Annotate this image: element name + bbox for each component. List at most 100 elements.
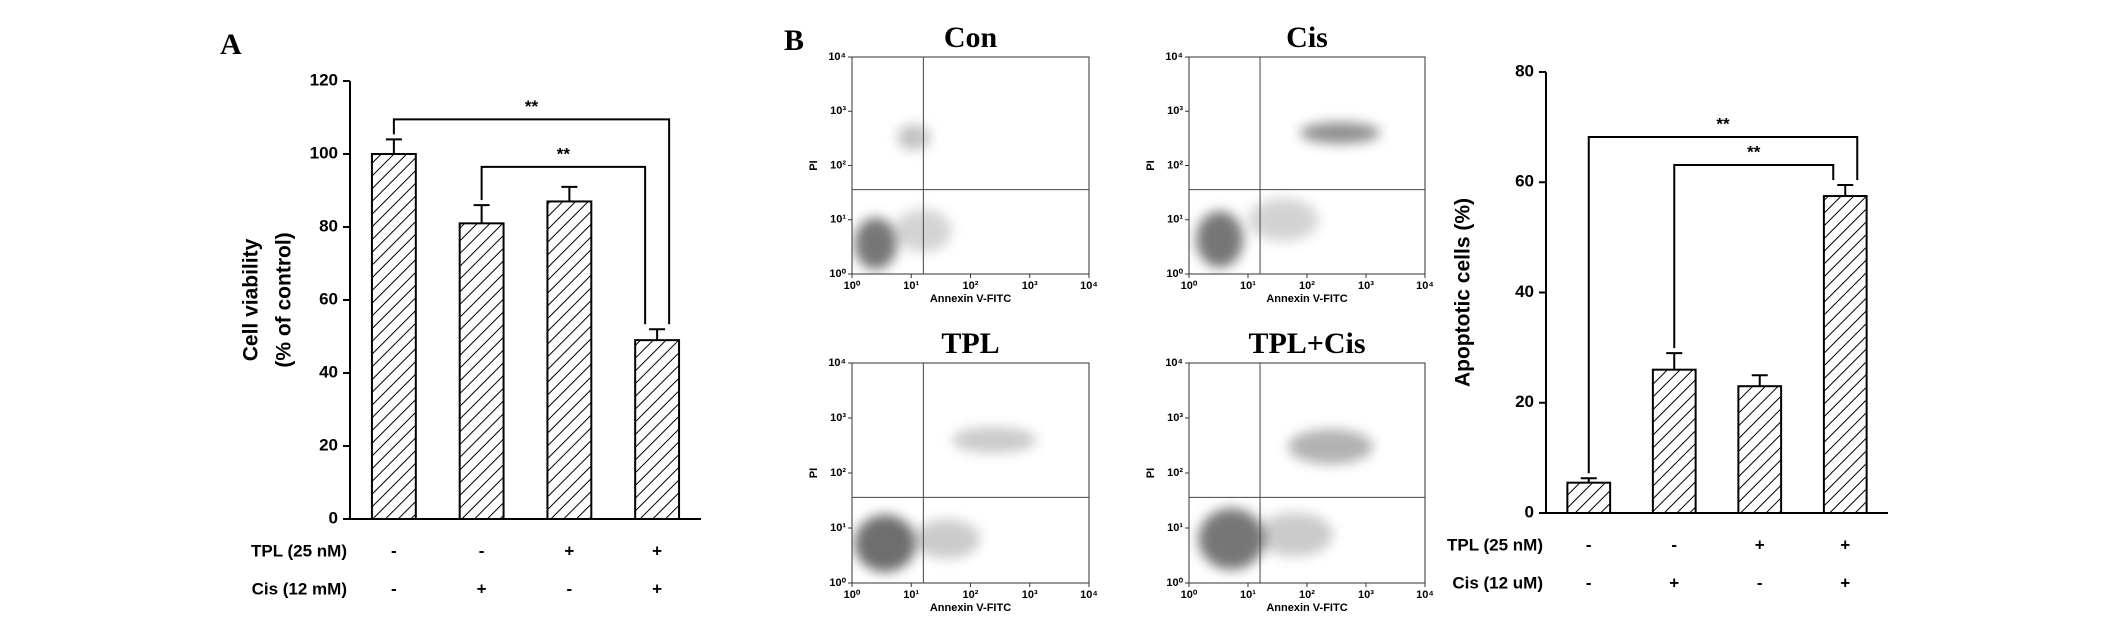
y-tick-label: 10¹ — [1167, 214, 1183, 226]
y-tick-label: 60 — [1515, 172, 1534, 191]
event-clouds — [854, 426, 1037, 573]
error-bar — [1666, 352, 1683, 370]
row-sign: - — [1586, 535, 1592, 554]
row-sign: - — [1757, 573, 1763, 592]
y-axis-label: PI — [808, 160, 820, 170]
y-tick-label: 10⁴ — [828, 51, 846, 63]
panel-title: TPL — [941, 327, 999, 360]
y-tick-label: 10³ — [1167, 105, 1183, 117]
row-label: Cis (12 mM) — [252, 579, 347, 598]
significance-label: ** — [1747, 142, 1761, 161]
x-tick-label: 10² — [963, 589, 979, 601]
panel-label: A — [220, 28, 242, 61]
bar — [1566, 481, 1612, 514]
x-tick-label: 10⁴ — [1416, 589, 1434, 601]
row-sign: + — [564, 541, 574, 560]
y-tick-label: 10² — [1167, 467, 1183, 479]
y-tick-label: 10² — [1167, 159, 1183, 171]
row-label: Cis (12 uM) — [1452, 573, 1543, 592]
x-tick-label: 10⁴ — [1080, 280, 1098, 292]
event-cloud — [1198, 508, 1265, 570]
y-tick-label: 10⁴ — [1165, 357, 1183, 369]
error-bar — [473, 204, 490, 224]
error-bar — [561, 185, 578, 202]
error-bar — [649, 328, 666, 341]
x-tick-label: 10¹ — [1240, 589, 1256, 601]
y-axis-label: Cell viability — [240, 238, 263, 361]
y-tick-label: 10⁰ — [829, 577, 846, 589]
row-sign: - — [567, 579, 573, 598]
significance-label: ** — [1716, 114, 1730, 133]
significance-label: ** — [557, 144, 571, 163]
error-bar — [1580, 477, 1597, 483]
row-label: TPL (25 nM) — [1447, 535, 1543, 554]
panel-title: Cis — [1286, 21, 1328, 54]
significance-label: ** — [525, 97, 539, 116]
bar — [634, 339, 681, 520]
x-tick-label: 10¹ — [1240, 280, 1256, 292]
y-tick-label: 80 — [319, 216, 338, 235]
row-sign: + — [477, 579, 487, 598]
x-axis-label: Annexin V-FITC — [1266, 293, 1347, 305]
y-tick-label: 80 — [1515, 61, 1534, 80]
y-tick-label: 0 — [1525, 502, 1534, 521]
bar — [1822, 195, 1868, 514]
x-tick-label: 10¹ — [903, 280, 919, 292]
x-tick-label: 10³ — [1358, 280, 1374, 292]
y-tick-label: 10¹ — [830, 214, 846, 226]
error-bar — [1837, 184, 1854, 197]
y-tick-label: 10⁰ — [829, 268, 846, 280]
bar — [370, 153, 417, 520]
event-clouds — [1196, 122, 1381, 268]
row-sign: - — [1671, 535, 1677, 554]
y-axis-label: Apoptotic cells (%) — [1452, 198, 1475, 387]
x-tick-label: 10⁰ — [1181, 280, 1198, 292]
bar — [546, 200, 593, 520]
row-sign: + — [652, 541, 662, 560]
y-tick-label: 10⁰ — [1166, 268, 1183, 280]
event-cloud — [1288, 429, 1374, 465]
bar — [1651, 368, 1697, 514]
x-tick-label: 10¹ — [903, 589, 919, 601]
y-tick-label: 10¹ — [1167, 522, 1183, 534]
y-axis-label: PI — [1145, 160, 1157, 170]
x-tick-label: 10⁴ — [1080, 589, 1098, 601]
event-clouds — [1198, 429, 1374, 570]
y-tick-label: 60 — [319, 289, 338, 308]
y-tick-label: 10³ — [830, 412, 846, 424]
row-sign: + — [1755, 535, 1765, 554]
x-tick-label: 10³ — [1022, 280, 1038, 292]
row-sign: + — [1840, 535, 1850, 554]
row-sign: - — [391, 541, 397, 560]
panel-label: B — [784, 24, 804, 57]
panel-title: TPL+Cis — [1248, 327, 1365, 360]
row-sign: + — [1840, 573, 1850, 592]
panel-title: Con — [944, 21, 998, 54]
y-tick-label: 120 — [310, 70, 338, 89]
y-axis-label: (% of control) — [273, 232, 296, 367]
y-tick-label: 100 — [310, 143, 338, 162]
y-tick-label: 10¹ — [830, 522, 846, 534]
row-sign: - — [1586, 573, 1592, 592]
error-bar — [1751, 374, 1768, 387]
x-tick-label: 10³ — [1358, 589, 1374, 601]
event-cloud — [1299, 122, 1381, 144]
y-tick-label: 0 — [329, 508, 338, 527]
event-cloud — [897, 124, 931, 151]
y-tick-label: 40 — [319, 362, 338, 381]
event-cloud — [1257, 512, 1333, 557]
event-cloud — [854, 217, 898, 270]
event-cloud — [913, 519, 980, 559]
significance-bracket — [480, 165, 647, 325]
row-sign: + — [652, 579, 662, 598]
y-tick-label: 20 — [319, 435, 338, 454]
event-cloud — [951, 426, 1037, 454]
row-sign: + — [1669, 573, 1679, 592]
y-tick-label: 40 — [1515, 282, 1534, 301]
x-tick-label: 10⁰ — [844, 589, 861, 601]
y-axis-label: PI — [808, 468, 820, 478]
row-label: TPL (25 nM) — [251, 541, 347, 560]
event-clouds — [854, 124, 952, 270]
x-axis-label: Annexin V-FITC — [1266, 602, 1347, 614]
